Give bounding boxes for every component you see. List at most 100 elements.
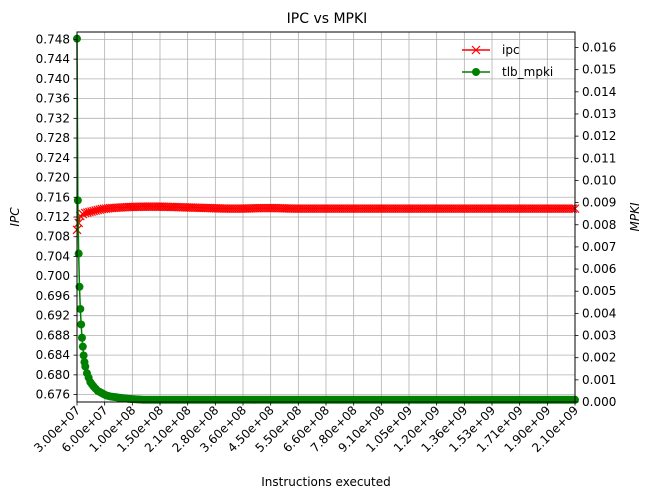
y-left-tick-label: 0.740 [36, 72, 70, 86]
data-point-ipc [296, 204, 306, 214]
data-point-ipc [329, 204, 339, 214]
data-point-ipc [381, 204, 391, 214]
data-point-ipc [371, 204, 381, 214]
data-point-ipc [506, 204, 516, 214]
data-point-ipc [340, 204, 350, 214]
data-point-ipc [460, 204, 470, 214]
data-point-ipc [383, 204, 393, 214]
data-point-ipc [489, 204, 499, 214]
data-point-ipc [352, 204, 362, 214]
data-point-ipc [402, 204, 412, 214]
data-point-ipc [261, 203, 271, 213]
data-point-ipc [541, 204, 551, 214]
data-point-ipc [404, 204, 414, 214]
y-right-axis-label: MPKI [628, 202, 642, 231]
data-point-ipc [387, 204, 397, 214]
data-point-ipc [456, 204, 466, 214]
legend-marker [471, 45, 481, 55]
data-point-ipc [338, 204, 348, 214]
y-right-tick-label: 0.010 [582, 173, 616, 187]
data-point-ipc [390, 204, 399, 214]
data-point-ipc [452, 204, 462, 214]
y-right-tick-label: 0.012 [582, 129, 616, 143]
data-point-ipc [327, 204, 337, 214]
y-left-tick-label: 0.712 [36, 210, 70, 224]
data-point-ipc [307, 204, 316, 214]
data-point-ipc [483, 204, 493, 214]
data-point-ipc [439, 204, 449, 214]
data-point-ipc [344, 204, 354, 214]
data-point-ipc [531, 204, 540, 214]
data-point-ipc [385, 204, 395, 214]
data-point-ipc [512, 204, 522, 214]
legend-marker [472, 68, 480, 76]
y-left-tick-label: 0.736 [36, 92, 70, 106]
data-point-ipc [396, 204, 406, 214]
y-left-tick-label: 0.700 [36, 269, 70, 283]
data-point-ipc [560, 204, 570, 214]
y-right-tick-label: 0.013 [582, 107, 616, 121]
data-point-ipc [450, 204, 460, 214]
data-point-ipc [323, 204, 333, 214]
data-point-ipc [292, 204, 302, 214]
y-right-tick-label: 0.014 [582, 85, 616, 99]
data-point-ipc [294, 204, 304, 214]
y-left-tick-label: 0.748 [36, 32, 70, 46]
data-point-ipc [363, 204, 372, 214]
series-ipc [72, 202, 580, 235]
data-point-ipc [325, 204, 335, 214]
data-point-ipc [477, 204, 487, 214]
data-point-ipc [473, 204, 482, 214]
legend: ipc tlb_mpki [462, 43, 553, 79]
y-right-tick-label: 0.003 [582, 329, 616, 343]
data-point-ipc [410, 204, 420, 214]
data-point-ipc [427, 204, 437, 214]
data-point-ipc [313, 204, 323, 214]
data-point-ipc [317, 204, 327, 214]
data-point-ipc [566, 204, 576, 214]
data-point-ipc [497, 204, 507, 214]
y-left-tick-label: 0.704 [36, 249, 70, 263]
data-point-ipc [311, 204, 321, 214]
data-point-ipc [475, 204, 484, 214]
data-point-ipc [441, 204, 451, 214]
legend-label: ipc [502, 43, 520, 57]
data-point-ipc [423, 204, 433, 214]
data-point-ipc [537, 204, 547, 214]
data-point-ipc [354, 204, 364, 214]
data-point-ipc [468, 204, 478, 214]
data-point-ipc [529, 204, 538, 214]
data-point-ipc [464, 204, 474, 214]
data-point-ipc [558, 204, 567, 214]
y-right-tick-label: 0.002 [582, 351, 616, 365]
data-point-ipc [487, 204, 497, 214]
data-point-ipc [356, 204, 366, 214]
data-point-ipc [342, 204, 352, 214]
y-left-tick-label: 0.676 [36, 388, 70, 402]
data-point-ipc [429, 204, 439, 214]
data-point-ipc [495, 204, 505, 214]
data-point-ipc [232, 204, 242, 214]
y-right-tick-label: 0.009 [582, 196, 616, 210]
data-point-ipc [259, 203, 269, 213]
data-point-tlb_mpki [78, 342, 87, 351]
data-point-ipc [304, 204, 314, 214]
data-point-ipc [263, 203, 273, 213]
y-left-tick-label: 0.720 [36, 171, 70, 185]
chart-title: IPC vs MPKI [287, 11, 368, 27]
data-point-ipc [143, 202, 152, 212]
data-point-ipc [331, 204, 341, 214]
y-right-axis-ticks: 0.000 0.001 0.002 0.003 0.004 0.005 0.006 0.007… [575, 41, 616, 409]
y-left-axis-label: IPC [8, 207, 22, 227]
data-point-ipc [369, 204, 379, 214]
data-point-ipc [564, 204, 574, 214]
data-point-ipc [141, 202, 150, 212]
data-point-ipc [361, 204, 370, 214]
legend-entry-tlb_mpki: tlb_mpki [462, 65, 553, 79]
data-point-ipc [392, 204, 401, 214]
data-point-ipc [539, 204, 549, 214]
y-left-tick-label: 0.696 [36, 289, 70, 303]
data-point-ipc [514, 204, 524, 214]
